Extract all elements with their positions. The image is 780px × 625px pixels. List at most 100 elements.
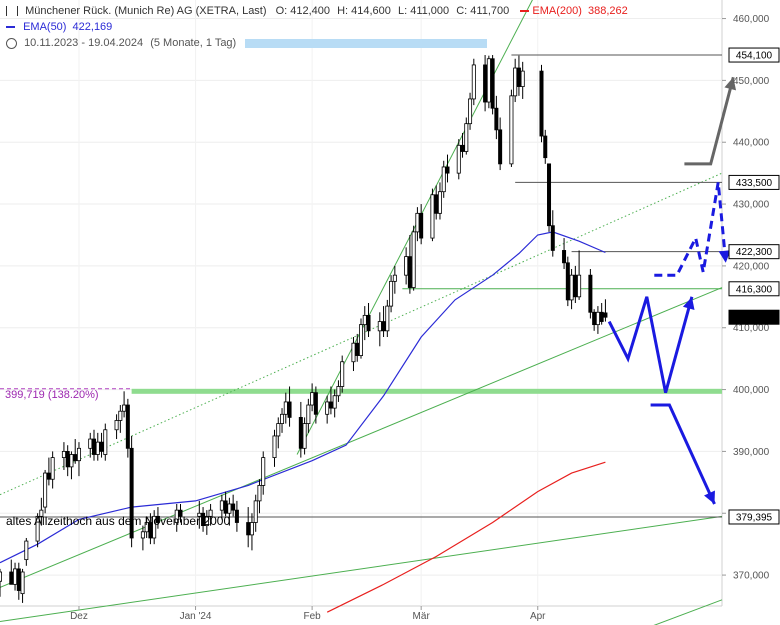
high-value: H: 414,600 — [337, 5, 391, 17]
candle-down — [562, 250, 567, 264]
annotations-layer: altes Allzeithoch aus dem November 2000 … — [5, 389, 230, 528]
candle-down — [155, 515, 160, 523]
close-value: C: 411,700 — [456, 5, 510, 17]
open-value: O: 412,400 — [275, 5, 331, 17]
candle-up — [468, 98, 473, 125]
candle-up — [377, 321, 382, 332]
support-band-layer — [0, 388, 723, 394]
candle-up — [35, 515, 40, 542]
candle-down — [565, 262, 570, 301]
candle-up — [144, 522, 149, 533]
y-tick-label: 400,000 — [733, 385, 770, 396]
price-badge — [728, 47, 780, 63]
candle-down — [148, 522, 153, 539]
candle-up — [95, 441, 100, 455]
candle-up — [389, 280, 394, 307]
candle-down — [129, 447, 134, 539]
low-value: L: 411,000 — [397, 5, 450, 17]
candle-up — [464, 123, 469, 152]
x-tick-label: Mär — [413, 611, 431, 622]
candle-up — [456, 144, 461, 174]
candle-down — [298, 416, 303, 449]
candle-up — [332, 395, 337, 409]
candle-down — [588, 274, 593, 313]
candle-down — [246, 522, 251, 536]
scenario-path — [684, 76, 735, 166]
candle-up — [411, 231, 416, 288]
candle-up — [415, 212, 420, 233]
candle-up — [306, 404, 311, 424]
ema50-label: EMA(50) — [23, 21, 67, 33]
candle-down — [539, 70, 544, 137]
candle-up — [441, 166, 446, 193]
candle-up — [261, 457, 266, 486]
date-range: 10.11.2023 - 19.04.2024 — [24, 37, 144, 49]
candle-down — [313, 392, 318, 415]
candle-up — [122, 404, 127, 412]
candle-icon — [6, 6, 18, 17]
scenario-arrowhead — [718, 250, 731, 263]
clock-icon — [6, 37, 17, 49]
ema50-line — [0, 231, 606, 564]
candle-up — [174, 509, 179, 523]
candle-down — [355, 342, 360, 356]
price-badge-label: 411,700 — [736, 313, 772, 324]
candle-up — [20, 571, 25, 595]
candle-up — [13, 568, 18, 585]
candle-up — [520, 70, 525, 87]
y-tick-label: 370,000 — [733, 571, 770, 582]
scenario-arrows-layer — [607, 76, 737, 505]
candle-up — [103, 429, 108, 455]
candle-down — [445, 166, 450, 174]
trendline — [0, 515, 723, 622]
y-tick-label: 390,000 — [733, 447, 770, 458]
scenario-arrowhead — [682, 296, 695, 310]
price-badge — [728, 309, 780, 325]
candle-up — [471, 64, 476, 100]
x-tick-label: Dez — [70, 611, 88, 622]
price-badge — [728, 244, 780, 260]
scenario-arrowhead — [724, 77, 737, 91]
candle-up — [0, 571, 3, 582]
candles-layer — [0, 55, 608, 603]
candle-up — [39, 509, 44, 517]
candle-down — [483, 64, 488, 103]
price-badge-label: 433,500 — [736, 178, 773, 189]
ema200-label: EMA(200) — [532, 5, 582, 17]
period-highlight-bar — [245, 38, 488, 48]
candle-up — [351, 342, 356, 363]
candle-up — [43, 472, 48, 508]
price-badge-label: 422,300 — [736, 247, 773, 258]
candle-up — [76, 447, 81, 462]
price-badge-label: 379,395 — [736, 512, 773, 523]
candle-down — [231, 503, 236, 511]
support-band — [131, 388, 723, 394]
candle-down — [550, 225, 555, 251]
y-tick-label: 410,000 — [733, 323, 770, 334]
candle-up — [283, 401, 288, 415]
candle-up — [513, 67, 518, 97]
candle-up — [362, 314, 367, 326]
header-row-3: 10.11.2023 - 19.04.2024 (5 Monate, 1 Tag… — [6, 37, 488, 49]
candle-down — [419, 212, 424, 239]
price-badge — [728, 281, 780, 297]
candle-up — [302, 423, 307, 449]
scenario-path — [654, 182, 728, 277]
candle-down — [287, 401, 292, 418]
price-badge — [728, 174, 780, 190]
candle-down — [498, 129, 503, 165]
candle-up — [197, 512, 202, 517]
trendline — [0, 287, 723, 588]
candle-up — [280, 413, 285, 424]
candle-down — [516, 67, 521, 87]
ema200-swatch — [520, 10, 530, 13]
y-tick-label: 420,000 — [733, 261, 770, 272]
y-tick-label: 440,000 — [733, 138, 770, 149]
candle-down — [547, 163, 552, 227]
candle-up — [114, 420, 119, 431]
ema200-line — [326, 461, 606, 613]
candle-up — [325, 401, 330, 415]
scenario-path — [607, 296, 694, 394]
candle-up — [219, 500, 224, 511]
